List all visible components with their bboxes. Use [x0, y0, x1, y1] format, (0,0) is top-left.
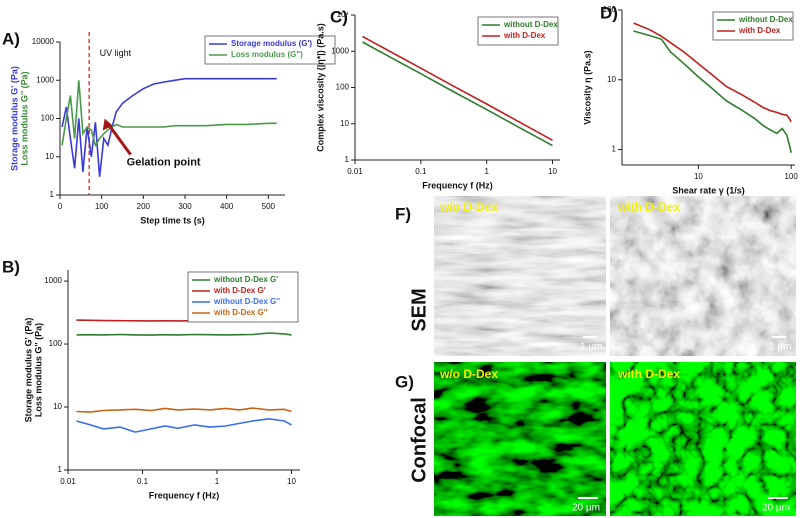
x-tick-label: 1 — [484, 167, 489, 176]
legend-label: with D-Dex G' — [213, 286, 266, 295]
y-tick-label: 100 — [603, 5, 617, 14]
panel-label: B) — [2, 257, 20, 276]
legend-label: without D-Dex — [738, 15, 793, 24]
x-axis-label: Shear rate γ (1/s) — [672, 185, 745, 195]
y-tick-label: 1000 — [44, 276, 62, 285]
series-line — [76, 407, 292, 413]
series-line — [76, 332, 292, 336]
y-tick-label: 10⁴ — [337, 10, 350, 19]
series-line — [633, 30, 792, 153]
y-tick-label: 10 — [340, 119, 349, 128]
annotation: Gelation point — [127, 157, 201, 169]
arrow — [107, 123, 132, 156]
panel-label: A) — [2, 29, 20, 48]
y-tick-label: 1 — [58, 465, 63, 474]
sem-image — [434, 196, 606, 356]
x-tick-label: 10 — [694, 172, 703, 181]
x-axis-label: Step time ts (s) — [140, 215, 205, 225]
x-tick-label: 0.1 — [137, 477, 149, 486]
y-axis-label: Storage modulus G' (Pa) — [23, 318, 33, 423]
legend-label: with D-Dex — [503, 31, 546, 40]
y-tick-label: 10 — [45, 152, 54, 161]
legend-label: without D-Dex G'' — [213, 297, 280, 306]
series-line — [61, 80, 277, 148]
x-tick-label: 100 — [784, 172, 798, 181]
row-label: Confocal — [408, 397, 430, 483]
x-tick-label: 10 — [287, 477, 296, 486]
y-tick-label: 100 — [336, 83, 350, 92]
legend-label: with D-Dex G'' — [213, 308, 268, 317]
y-tick-label: 1 — [612, 145, 617, 154]
legend-label: without D-Dex — [503, 20, 558, 29]
panel-label: F) — [395, 204, 411, 223]
y-tick-label: 10000 — [32, 37, 55, 46]
y-tick-label: 100 — [49, 339, 63, 348]
x-tick-label: 500 — [262, 202, 276, 211]
annotation: UV light — [100, 48, 132, 58]
panel-label: D) — [600, 3, 618, 22]
x-axis-label: Frequency f (Hz) — [422, 180, 493, 190]
legend-label: without D-Dex G' — [213, 275, 278, 284]
micrographs: F) G) SEM Confocal w/o D-Dex with D-Dex … — [395, 196, 796, 516]
x-tick-label: 0.01 — [347, 167, 363, 176]
legend-label: Loss modulus (G") — [231, 50, 303, 59]
legend-label: with D-Dex — [738, 26, 781, 35]
y-axis-label: Loss modulus G'' (Pa) — [33, 323, 43, 417]
y-tick-label: 1000 — [331, 46, 349, 55]
x-tick-label: 0.1 — [415, 167, 427, 176]
legend-box — [712, 11, 794, 41]
series-line — [362, 41, 553, 147]
x-axis-label: Frequency f (Hz) — [149, 490, 220, 500]
y-tick-label: 100 — [41, 114, 55, 123]
row-label: SEM — [408, 288, 430, 331]
x-tick-label: 300 — [178, 202, 192, 211]
x-tick-label: 10 — [548, 167, 557, 176]
scale-label: 20 µm — [572, 503, 600, 514]
x-tick-label: 100 — [95, 202, 109, 211]
scale-label: 1 µm — [580, 342, 602, 353]
image-caption: with D-Dex — [617, 367, 680, 381]
panel-label: G) — [395, 372, 414, 391]
y-tick-label: 10 — [607, 75, 616, 84]
y-tick-label: 1 — [50, 190, 55, 199]
series-line — [61, 77, 277, 177]
x-tick-label: 1 — [215, 477, 220, 486]
scale-label: 20 µm — [762, 503, 790, 514]
x-tick-label: 0 — [58, 202, 63, 211]
y-tick-label: 1000 — [36, 75, 54, 84]
x-tick-label: 200 — [137, 202, 151, 211]
series-line — [633, 22, 792, 123]
image-caption: w/o D-Dex — [439, 200, 498, 214]
legend-box — [477, 16, 559, 46]
series-line — [76, 417, 292, 433]
arrow-head — [102, 118, 113, 131]
sem-image — [610, 196, 796, 356]
image-caption: w/o D-Dex — [439, 367, 498, 381]
confocal-image — [610, 362, 796, 516]
y-axis-label: Storage modulus G' (Pa) — [9, 66, 19, 171]
confocal-image — [434, 362, 606, 516]
y-tick-label: 1 — [345, 155, 350, 164]
y-axis-label: Viscosity η (Pa.s) — [582, 50, 592, 124]
scale-label: 1 µm — [769, 342, 791, 353]
y-tick-label: 10 — [53, 402, 62, 411]
legend-label: Storage modulus (G') — [231, 39, 312, 48]
series-line — [362, 35, 553, 142]
x-tick-label: 400 — [220, 202, 234, 211]
x-tick-label: 0.01 — [60, 477, 76, 486]
image-caption: with D-Dex — [617, 200, 680, 214]
legend-box — [204, 35, 336, 65]
y-axis-label: Complex viscosity (|η*|) (Pa.s) — [315, 23, 325, 152]
panel-label: C) — [330, 7, 348, 26]
y-axis-label: Loss modulus G'' (Pa) — [19, 71, 29, 165]
